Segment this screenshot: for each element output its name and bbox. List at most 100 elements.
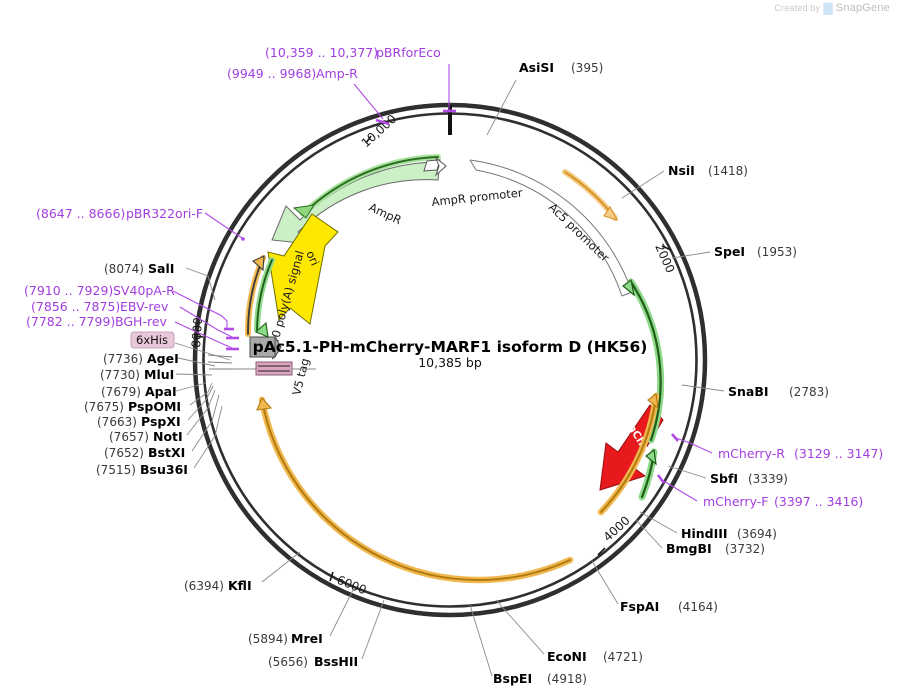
- enzyme-site-econi[interactable]: EcoNI (4721): [495, 599, 643, 664]
- watermark-brand: SnapGene: [835, 2, 890, 14]
- feature-v5-his-tag-box[interactable]: [232, 361, 316, 376]
- enzyme-name-sali: SalI: [148, 261, 174, 276]
- enzyme-name-mlui: MluI: [144, 367, 174, 382]
- primer-ebv-rev[interactable]: (7856 .. 7875) EBV-rev: [31, 299, 239, 340]
- enzyme-pos-agei: (7736): [103, 352, 143, 366]
- snapgene-logo-icon: ▇: [823, 1, 833, 15]
- enzyme-name-bmgbi: BmgBI: [666, 541, 712, 556]
- enzyme-site-hindiii[interactable]: HindIII (3694): [639, 511, 777, 541]
- enzyme-pos-mrei: (5894): [248, 632, 288, 646]
- primer-name-sv40pa-r: SV40pA-R: [113, 283, 175, 298]
- enzyme-pos-pspomi: (7675): [84, 400, 124, 414]
- primer-bgh-rev[interactable]: (7782 .. 7799) BGH-rev: [26, 314, 239, 351]
- enzyme-pos-bmgbi: (3732): [725, 542, 765, 556]
- enzyme-site-agei[interactable]: (7736) AgeI: [103, 351, 216, 367]
- enzyme-pos-sbfi: (3339): [748, 472, 788, 486]
- feature-ori[interactable]: ori: [267, 213, 339, 325]
- enzyme-site-kfli[interactable]: (6394) KflI: [184, 551, 301, 593]
- primer-range-amp-r: (9949 .. 9968): [227, 66, 316, 81]
- enzyme-name-econi: EcoNI: [547, 649, 587, 664]
- enzyme-name-fspai: FspAI: [620, 599, 659, 614]
- enzyme-pos-spei: (1953): [757, 245, 797, 259]
- feature-ac5-promoter[interactable]: Ac5 promoter: [469, 159, 633, 297]
- enzyme-name-hindiii: HindIII: [681, 526, 728, 541]
- primer-amp-r[interactable]: (9949 .. 9968) Amp-R: [227, 66, 390, 126]
- primer-pbr322ori-f[interactable]: (8647 .. 8666) pBR322ori-F: [36, 206, 245, 241]
- primer-range-mcherry-r: (3129 .. 3147): [794, 446, 883, 461]
- enzyme-name-pspomi: PspOMI: [128, 399, 181, 414]
- enzyme-site-pspxi[interactable]: (7663) PspXI: [97, 385, 214, 429]
- enzyme-site-bsshii[interactable]: (5656) BssHII: [268, 599, 385, 669]
- enzyme-name-pspxi: PspXI: [141, 414, 181, 429]
- plasmid-title: pAc5.1-PH-mCherry-MARF1 isoform D (HK56): [253, 338, 648, 356]
- enzyme-name-apai: ApaI: [145, 384, 177, 399]
- feature-ampr[interactable]: AmpR: [271, 154, 441, 245]
- primer-range-mcherry-f: (3397 .. 3416): [774, 494, 863, 509]
- plasmid-length: 10,385 bp: [418, 355, 482, 370]
- enzyme-name-agei: AgeI: [147, 351, 179, 366]
- primer-range-bgh-rev: (7782 .. 7799): [26, 314, 115, 329]
- enzyme-site-sali[interactable]: (8074) SalI: [104, 261, 216, 301]
- primer-name-mcherry-f: mCherry-F: [703, 494, 768, 509]
- enzyme-site-spei[interactable]: SpeI (1953): [671, 244, 797, 259]
- primer-mcherry-r[interactable]: mCherry-R (3129 .. 3147): [671, 433, 883, 461]
- enzyme-site-bmgbi[interactable]: BmgBI (3732): [635, 519, 765, 556]
- enzyme-labels: AsiSI (395) NsiI (1418) SpeI (1953) SnaB…: [84, 60, 829, 686]
- enzyme-site-apai[interactable]: (7679) ApaI: [101, 382, 207, 399]
- primer-range-ebv-rev: (7856 .. 7875): [31, 299, 120, 314]
- primer-name-amp-r: Amp-R: [316, 66, 358, 81]
- enzyme-pos-noti: (7657): [109, 430, 149, 444]
- primer-name-ebv-rev: EBV-rev: [120, 299, 169, 314]
- enzyme-pos-hindiii: (3694): [737, 527, 777, 541]
- feature-label-ampr: AmpR: [367, 200, 404, 227]
- enzyme-name-asisi: AsiSI: [519, 60, 554, 75]
- enzyme-pos-pspxi: (7663): [97, 415, 137, 429]
- enzyme-site-fspai[interactable]: FspAI (4164): [591, 560, 718, 614]
- enzyme-site-bsu36i[interactable]: (7515) Bsu36I: [96, 405, 223, 477]
- enzyme-site-asisi[interactable]: AsiSI (395): [486, 60, 603, 136]
- primer-range-pbr322ori-f: (8647 .. 8666): [36, 206, 125, 221]
- orientation-arcs-left: [244, 255, 275, 338]
- primer-name-bgh-rev: BGH-rev: [115, 314, 168, 329]
- enzyme-pos-sali: (8074): [104, 262, 144, 276]
- feature-label-ori: ori: [303, 249, 322, 268]
- enzyme-pos-apai: (7679): [101, 385, 141, 399]
- enzyme-pos-nsii: (1418): [708, 164, 748, 178]
- enzyme-site-noti[interactable]: (7657) NotI: [109, 389, 216, 444]
- enzyme-site-bspei[interactable]: BspEI (4918): [469, 604, 587, 686]
- primer-sv40pa-r[interactable]: (7910 .. 7929) SV40pA-R: [24, 283, 234, 331]
- enzyme-site-bstxi[interactable]: (7652) BstXI: [104, 394, 220, 460]
- mcs-site-marks: [207, 354, 233, 370]
- primer-name-mcherry-r: mCherry-R: [718, 446, 785, 461]
- enzyme-name-bstxi: BstXI: [148, 445, 185, 460]
- feature-label-ac5-promoter: Ac5 promoter: [546, 200, 612, 265]
- enzyme-site-mrei[interactable]: (5894) MreI: [248, 589, 354, 646]
- feature-v5-tag[interactable]: V5 tag: [289, 357, 312, 397]
- primer-pbrforeco[interactable]: (10,359 .. 10,377) pBRforEco: [265, 45, 456, 113]
- enzyme-site-pspomi[interactable]: (7675) PspOMI: [84, 382, 213, 414]
- enzyme-pos-bspei: (4918): [547, 672, 587, 686]
- feature-label-v5-tag: V5 tag: [289, 357, 312, 397]
- enzyme-pos-snabi: (2783): [789, 385, 829, 399]
- enzyme-site-snabi[interactable]: SnaBI (2783): [681, 384, 829, 399]
- his-tag-text: 6xHis: [136, 333, 168, 347]
- enzyme-site-mlui[interactable]: (7730) MluI: [100, 367, 213, 382]
- orientation-arc-orange-bottom: [256, 396, 574, 584]
- his-tag-label[interactable]: 6xHis: [130, 331, 231, 361]
- feature-grey-cds-box[interactable]: [249, 335, 282, 359]
- tick-marks: [193, 135, 672, 582]
- watermark-prefix: Created by: [774, 3, 821, 13]
- enzyme-site-nsii[interactable]: NsiI (1418): [621, 163, 748, 199]
- primer-mcherry-f[interactable]: mCherry-F (3397 .. 3416): [656, 474, 863, 509]
- enzyme-pos-bsshii: (5656): [268, 655, 308, 669]
- snapgene-watermark: Created by ▇ SnapGene: [774, 2, 890, 14]
- enzyme-pos-mlui: (7730): [100, 368, 140, 382]
- enzyme-name-bspei: BspEI: [493, 671, 532, 686]
- enzyme-pos-kfli: (6394): [184, 579, 224, 593]
- enzyme-pos-bstxi: (7652): [104, 446, 144, 460]
- enzyme-name-bsu36i: Bsu36I: [140, 462, 188, 477]
- feature-label-ampr-promoter: AmpR promoter: [431, 185, 524, 209]
- enzyme-pos-econi: (4721): [603, 650, 643, 664]
- enzyme-site-sbfi[interactable]: SbfI (3339): [667, 465, 788, 486]
